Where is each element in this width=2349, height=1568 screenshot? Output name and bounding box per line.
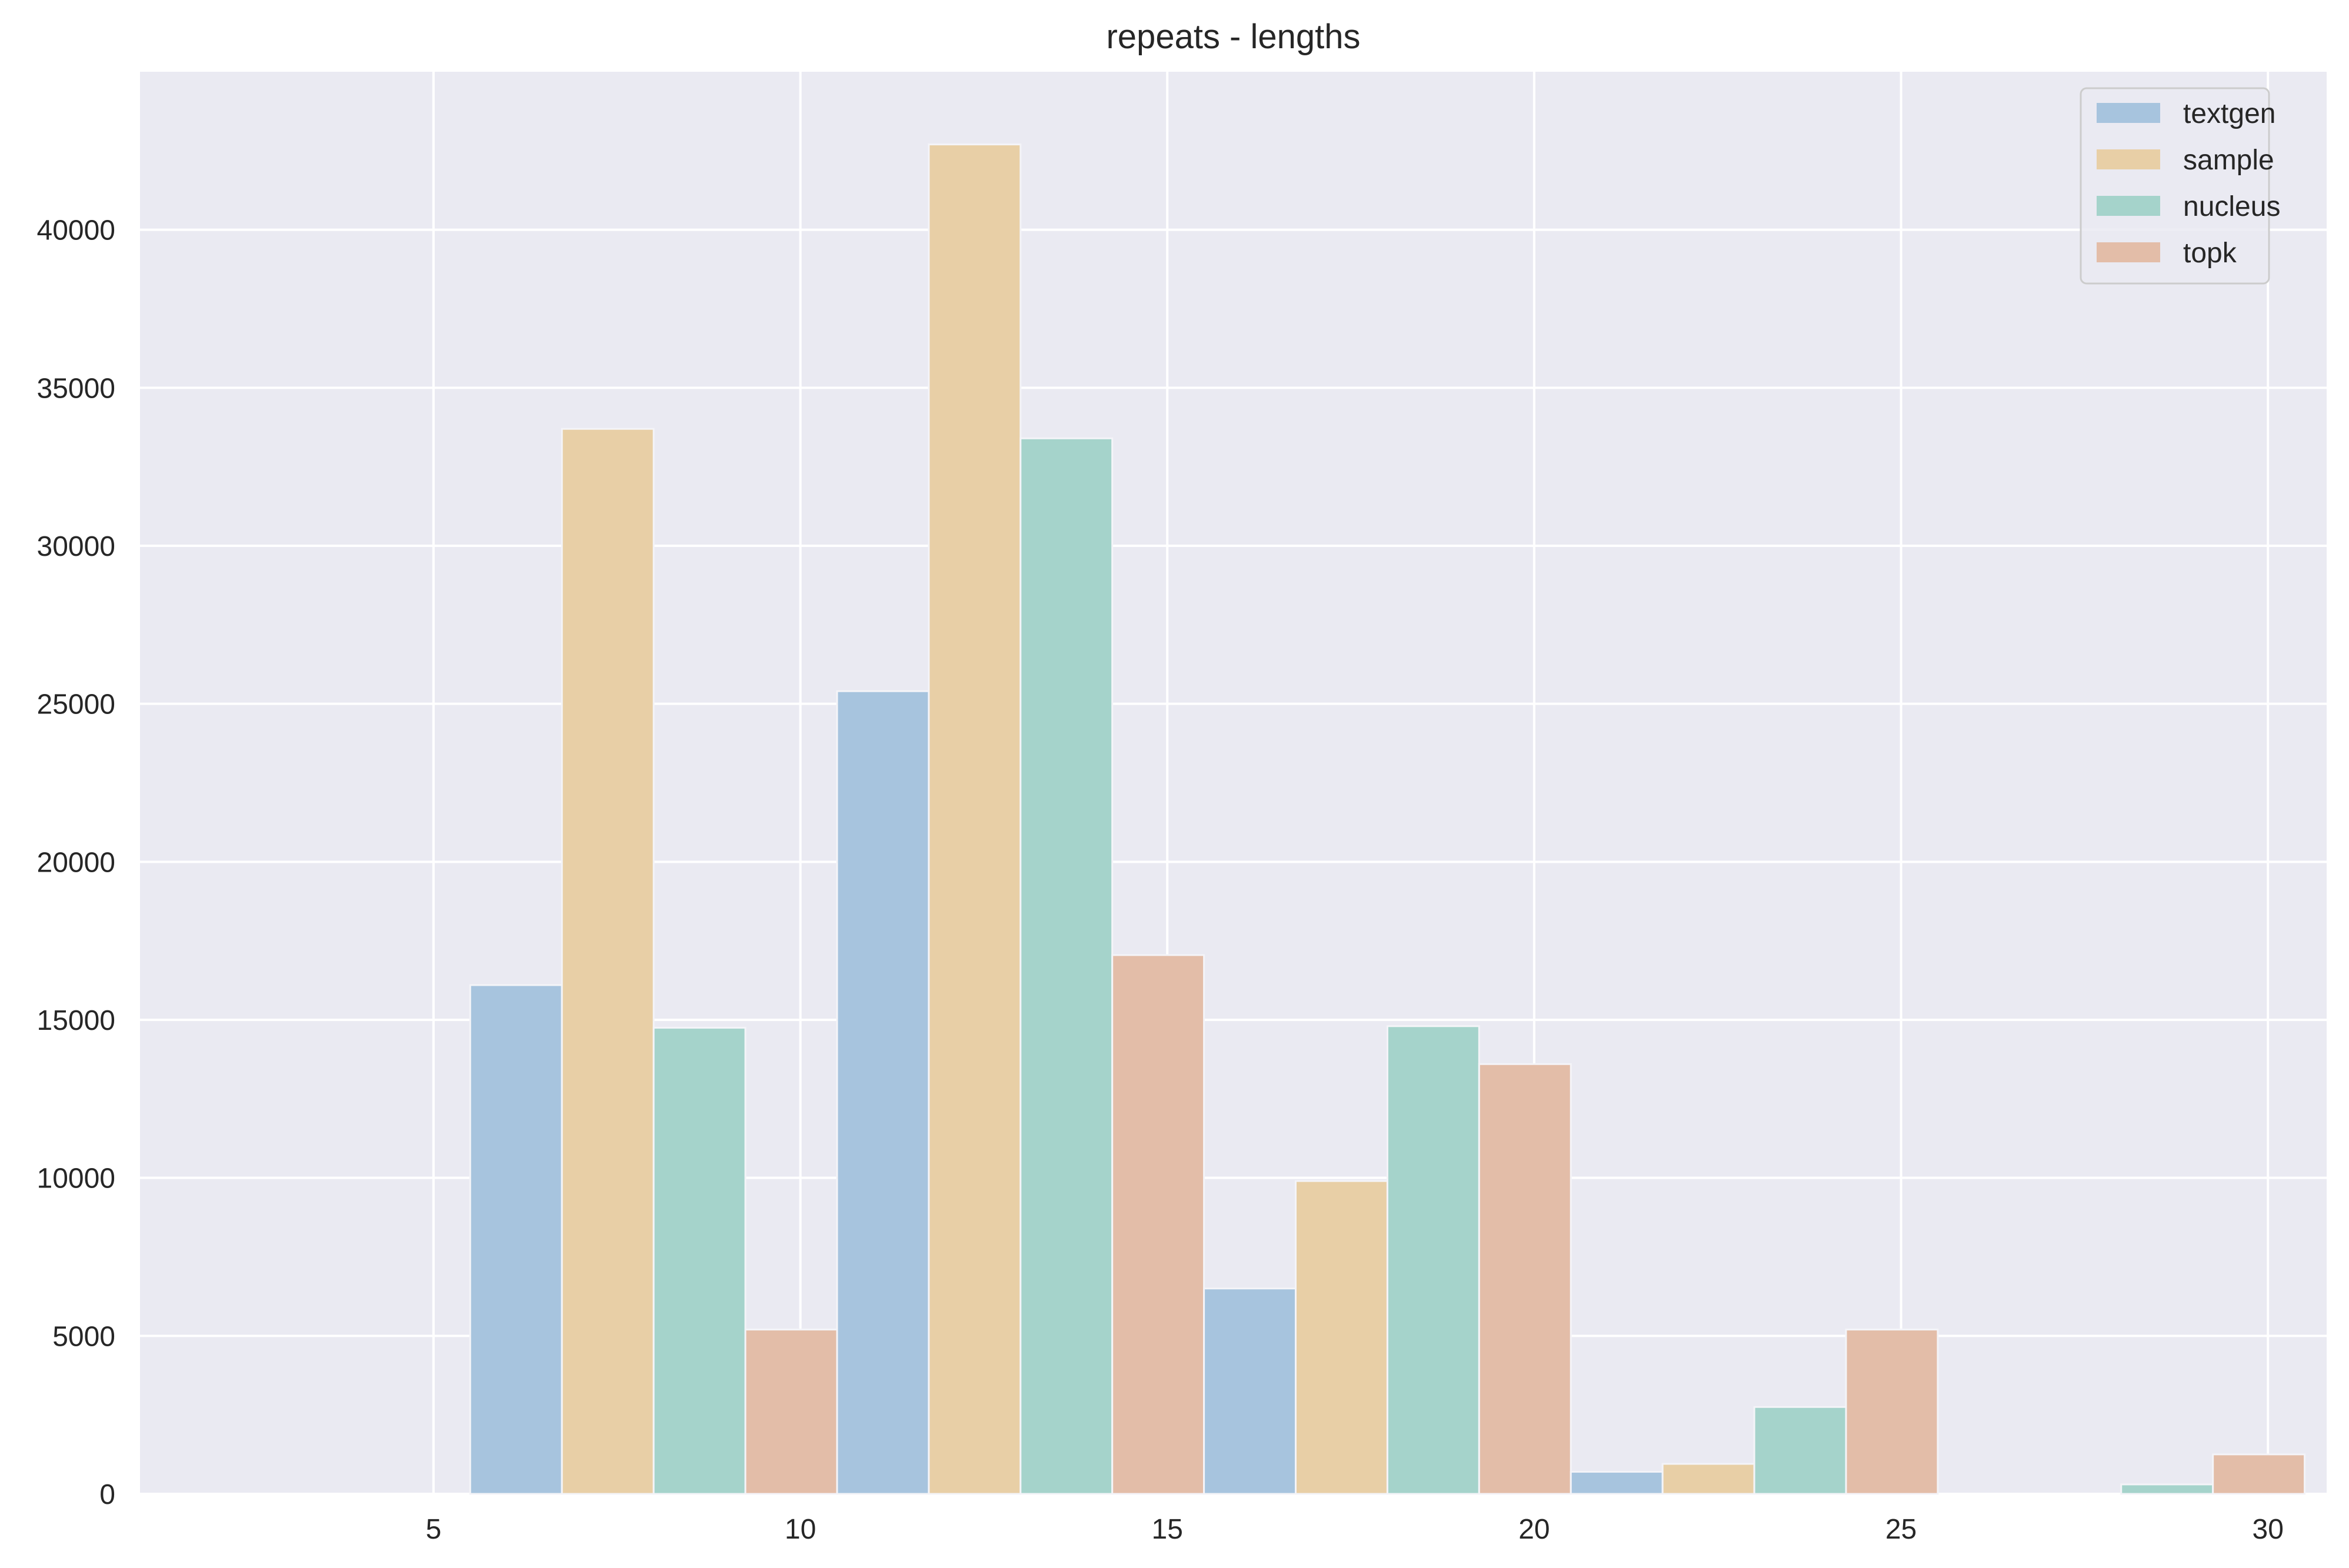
x-tick-label: 25: [1885, 1514, 1917, 1545]
bar-textgen: [836, 690, 930, 1495]
bar-topk: [1845, 1329, 1939, 1495]
bar-textgen: [1203, 1287, 1297, 1495]
legend-label-sample: sample: [2183, 145, 2274, 176]
legend-swatch-topk: [2097, 242, 2160, 262]
bar-nucleus: [1019, 437, 1114, 1495]
bar-topk: [1111, 954, 1205, 1495]
y-tick-label: 15000: [37, 1005, 115, 1036]
bar-sample: [1295, 1180, 1388, 1495]
bar-nucleus: [1386, 1025, 1480, 1495]
bar-topk: [744, 1329, 838, 1495]
legend: textgen sample nucleus topk: [2080, 87, 2280, 285]
bar-topk: [2212, 1453, 2306, 1495]
legend-swatch-sample: [2097, 149, 2160, 169]
x-tick-label: 30: [2253, 1514, 2284, 1545]
grid-lines: [140, 72, 2327, 1495]
x-tick-label: 5: [426, 1514, 442, 1545]
y-tick-label: 25000: [37, 689, 115, 720]
x-tick-label: 10: [785, 1514, 816, 1545]
bar-nucleus: [1753, 1406, 1847, 1495]
y-tick-label: 0: [99, 1479, 115, 1510]
bar-sample: [928, 144, 1022, 1495]
bar-nucleus: [2120, 1483, 2214, 1495]
legend-frame: [2080, 87, 2270, 285]
plot-area: [140, 72, 2327, 1494]
x-tick-label: 20: [1518, 1514, 1550, 1545]
legend-swatch-textgen: [2097, 103, 2160, 123]
y-tick-label: 40000: [37, 215, 115, 246]
axis-tick-labels: 5 10 15 20 25 30 0 5000 10000 15000 20000 25000 3000…: [37, 215, 2284, 1545]
legend-label-topk: topk: [2183, 238, 2237, 269]
bars: [469, 144, 2306, 1495]
x-tick-label: 15: [1152, 1514, 1183, 1545]
bar-nucleus: [652, 1026, 747, 1495]
bar-textgen: [1570, 1470, 1664, 1495]
y-tick-label: 30000: [37, 531, 115, 562]
bar-topk: [1478, 1063, 1572, 1495]
legend-swatch-nucleus: [2097, 196, 2160, 216]
bar-sample: [1661, 1463, 1755, 1495]
legend-label-nucleus: nucleus: [2183, 191, 2280, 222]
bar-textgen: [469, 984, 563, 1495]
y-tick-label: 20000: [37, 847, 115, 878]
y-tick-label: 5000: [52, 1321, 115, 1352]
chart-title: repeats - lengths: [1106, 18, 1360, 56]
y-tick-label: 35000: [37, 373, 115, 404]
legend-label-textgen: textgen: [2183, 98, 2275, 129]
bar-sample: [561, 428, 655, 1495]
y-tick-label: 10000: [37, 1163, 115, 1195]
